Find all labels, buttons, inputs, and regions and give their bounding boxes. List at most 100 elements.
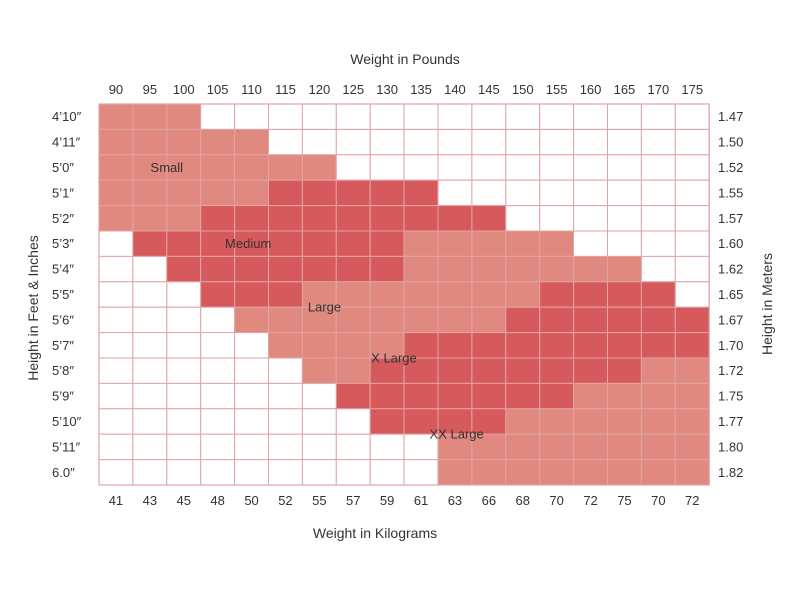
grid-cell	[674, 433, 710, 461]
grid-cell	[301, 154, 337, 181]
grid-cell	[539, 306, 575, 334]
meters-tick-label: 1.80	[718, 439, 743, 454]
kilograms-tick-label: 72	[583, 493, 597, 508]
grid-cell	[200, 459, 236, 486]
grid-cell	[98, 205, 134, 232]
kilograms-tick-label: 66	[482, 493, 496, 508]
grid-cell	[607, 433, 642, 461]
grid-cell	[200, 128, 236, 156]
grid-cell	[437, 408, 473, 435]
grid-cell	[268, 459, 303, 486]
kilograms-tick-label: 59	[380, 493, 394, 508]
grid-cell	[369, 306, 405, 334]
grid-cell	[505, 382, 541, 410]
grid-cell	[98, 103, 134, 130]
grid-cell	[369, 255, 405, 283]
feet-inches-tick-label: 6.0″	[52, 465, 75, 480]
grid-cell	[200, 306, 236, 334]
grid-cell	[471, 154, 507, 181]
grid-cell	[437, 103, 473, 130]
kilograms-tick-label: 43	[143, 493, 157, 508]
grid-cell	[607, 408, 642, 435]
grid-cell	[607, 255, 642, 283]
grid-cell	[505, 357, 541, 384]
grid-cell	[607, 205, 642, 232]
grid-cell	[539, 281, 575, 308]
grid-cell	[573, 382, 608, 410]
grid-cell	[403, 230, 439, 257]
left-axis-title: Height in Feet & Inches	[25, 235, 41, 381]
grid-cell	[268, 281, 303, 308]
grid-cell	[132, 332, 168, 359]
grid-cell	[437, 459, 473, 486]
meters-tick-label: 1.77	[718, 414, 743, 429]
grid-cell	[335, 154, 371, 181]
pounds-tick-label: 160	[580, 82, 602, 97]
feet-inches-tick-label: 5’4″	[52, 262, 74, 277]
grid-cell	[437, 255, 473, 283]
size-grid	[98, 103, 710, 486]
grid-cell	[539, 128, 575, 156]
feet-inches-tick-label: 5’1″	[52, 185, 74, 200]
grid-cell	[403, 128, 439, 156]
grid-cell	[200, 205, 236, 232]
grid-cell	[98, 306, 134, 334]
kilograms-tick-label: 63	[448, 493, 462, 508]
grid-cell	[539, 357, 575, 384]
meters-tick-label: 1.52	[718, 160, 743, 175]
grid-cell	[403, 103, 439, 130]
grid-cell	[539, 154, 575, 181]
pounds-tick-label: 155	[546, 82, 568, 97]
grid-cell	[200, 281, 236, 308]
grid-cell	[268, 408, 303, 435]
grid-cell	[301, 230, 337, 257]
grid-cell	[335, 128, 371, 156]
grid-cell	[437, 306, 473, 334]
meters-tick-label: 1.50	[718, 135, 743, 150]
kilograms-tick-label: 50	[244, 493, 258, 508]
grid-cell	[573, 357, 608, 384]
grid-cell	[234, 205, 270, 232]
meters-tick-label: 1.62	[718, 262, 743, 277]
grid-cell	[132, 179, 168, 207]
grid-cell	[301, 408, 337, 435]
grid-cell	[301, 459, 337, 486]
grid-cell	[471, 306, 507, 334]
grid-cell	[539, 433, 575, 461]
pounds-tick-label: 120	[308, 82, 330, 97]
meters-tick-label: 1.70	[718, 338, 743, 353]
grid-cell	[98, 281, 134, 308]
grid-cell	[607, 357, 642, 384]
grid-cell	[166, 281, 202, 308]
axis-labels: 90 95 100 105 110 115 120 125 130 135 140 145 150 155…	[52, 82, 743, 508]
grid-cell	[166, 357, 202, 384]
feet-inches-tick-label: 5’10″	[52, 414, 82, 429]
grid-cell	[98, 255, 134, 283]
grid-cell	[505, 306, 541, 334]
grid-cell	[674, 357, 710, 384]
grid-cell	[335, 408, 371, 435]
grid-cell	[234, 459, 270, 486]
grid-cell	[200, 103, 236, 130]
grid-cell	[132, 255, 168, 283]
feet-inches-tick-label: 5’5″	[52, 287, 74, 302]
grid-cell	[640, 255, 676, 283]
grid-cell	[98, 128, 134, 156]
grid-cell	[640, 382, 676, 410]
pounds-tick-label: 145	[478, 82, 500, 97]
grid-cell	[403, 205, 439, 232]
feet-inches-tick-label: 5’9″	[52, 389, 74, 404]
kilograms-tick-label: 68	[516, 493, 530, 508]
kilograms-tick-label: 61	[414, 493, 428, 508]
grid-cell	[234, 103, 270, 130]
meters-tick-label: 1.60	[718, 236, 743, 251]
grid-cell	[301, 382, 337, 410]
grid-cell	[98, 433, 134, 461]
pounds-tick-label: 165	[614, 82, 636, 97]
grid-cell	[640, 332, 676, 359]
grid-cell	[437, 230, 473, 257]
grid-cell	[166, 103, 202, 130]
grid-cell	[640, 281, 676, 308]
grid-cell	[132, 408, 168, 435]
grid-cell	[98, 332, 134, 359]
